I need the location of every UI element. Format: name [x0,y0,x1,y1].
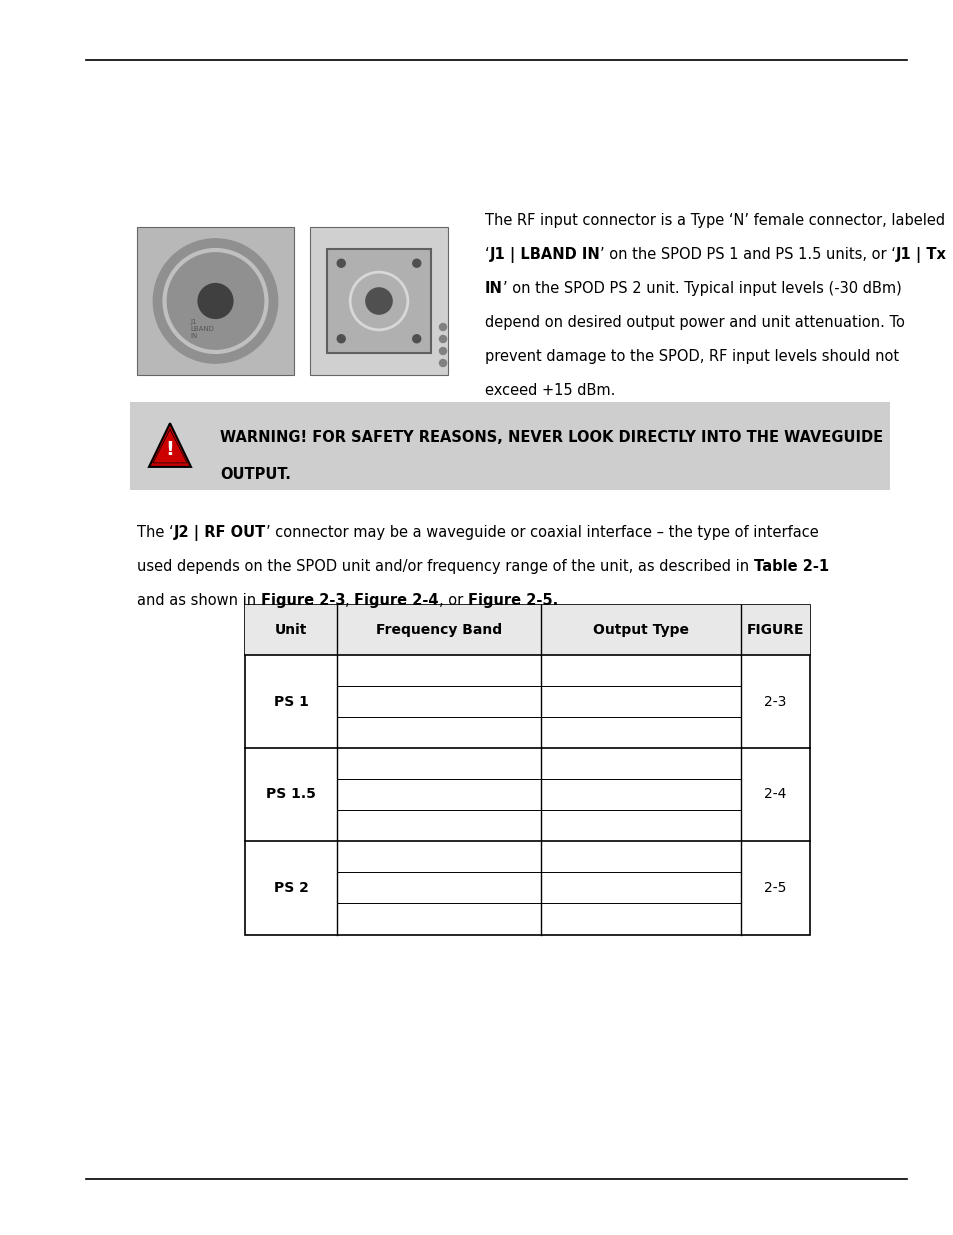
Text: FIGURE: FIGURE [746,622,803,637]
Circle shape [337,335,345,343]
Text: Figure 2-3: Figure 2-3 [260,593,345,608]
Polygon shape [149,424,191,467]
FancyBboxPatch shape [137,227,294,375]
Text: , or: , or [438,593,467,608]
Circle shape [439,359,446,367]
Text: ’ connector may be a waveguide or coaxial interface – the type of interface: ’ connector may be a waveguide or coaxia… [266,525,818,540]
Text: The RF input connector is a Type ‘N’ female connector, labeled: The RF input connector is a Type ‘N’ fem… [484,212,944,228]
Circle shape [413,259,420,267]
Text: J1 | Tx: J1 | Tx [895,247,946,263]
Text: ,: , [345,593,355,608]
Circle shape [439,336,446,342]
Text: ‘: ‘ [484,247,489,262]
FancyBboxPatch shape [245,605,809,935]
Text: PS 1: PS 1 [274,694,308,709]
Text: J1 | LBAND IN: J1 | LBAND IN [489,247,599,263]
Text: 2-4: 2-4 [763,788,786,802]
Text: 2-3: 2-3 [763,694,786,709]
Text: WARNING! FOR SAFETY REASONS, NEVER LOOK DIRECTLY INTO THE WAVEGUIDE: WARNING! FOR SAFETY REASONS, NEVER LOOK … [220,430,882,445]
Text: ’ on the SPOD PS 1 and PS 1.5 units, or ‘: ’ on the SPOD PS 1 and PS 1.5 units, or … [599,247,895,262]
Text: J2 | RF OUT: J2 | RF OUT [173,525,266,541]
Text: Frequency Band: Frequency Band [375,622,501,637]
Text: used depends on the SPOD unit and/or frequency range of the unit, as described i: used depends on the SPOD unit and/or fre… [137,559,753,574]
Circle shape [153,238,277,363]
Text: Output Type: Output Type [593,622,688,637]
Circle shape [337,259,345,267]
Text: OUTPUT.: OUTPUT. [220,467,291,482]
Text: Table 2-1: Table 2-1 [753,559,828,574]
Text: 2-5: 2-5 [763,881,786,894]
Text: PS 2: PS 2 [274,881,308,894]
Text: prevent damage to the SPOD, RF input levels should not: prevent damage to the SPOD, RF input lev… [484,350,898,364]
Circle shape [366,288,392,314]
Text: exceed +15 dBm.: exceed +15 dBm. [484,383,615,398]
Text: and as shown in: and as shown in [137,593,260,608]
FancyBboxPatch shape [130,403,889,490]
FancyBboxPatch shape [245,605,809,655]
Text: Figure 2-4: Figure 2-4 [355,593,438,608]
Circle shape [413,335,420,343]
Text: IN: IN [484,282,502,296]
Circle shape [439,347,446,354]
Text: PS 1.5: PS 1.5 [266,788,315,802]
FancyBboxPatch shape [326,248,431,353]
Text: J1
LBAND
IN: J1 LBAND IN [191,319,214,338]
Circle shape [198,284,233,319]
Text: depend on desired output power and unit attenuation. To: depend on desired output power and unit … [484,315,904,330]
Text: Unit: Unit [274,622,307,637]
Text: The ‘: The ‘ [137,525,173,540]
FancyBboxPatch shape [310,227,448,375]
Text: Figure 2-5.: Figure 2-5. [467,593,558,608]
Text: ’ on the SPOD PS 2 unit. Typical input levels (-30 dBm): ’ on the SPOD PS 2 unit. Typical input l… [502,282,901,296]
Text: !: ! [166,440,174,458]
Circle shape [439,324,446,331]
